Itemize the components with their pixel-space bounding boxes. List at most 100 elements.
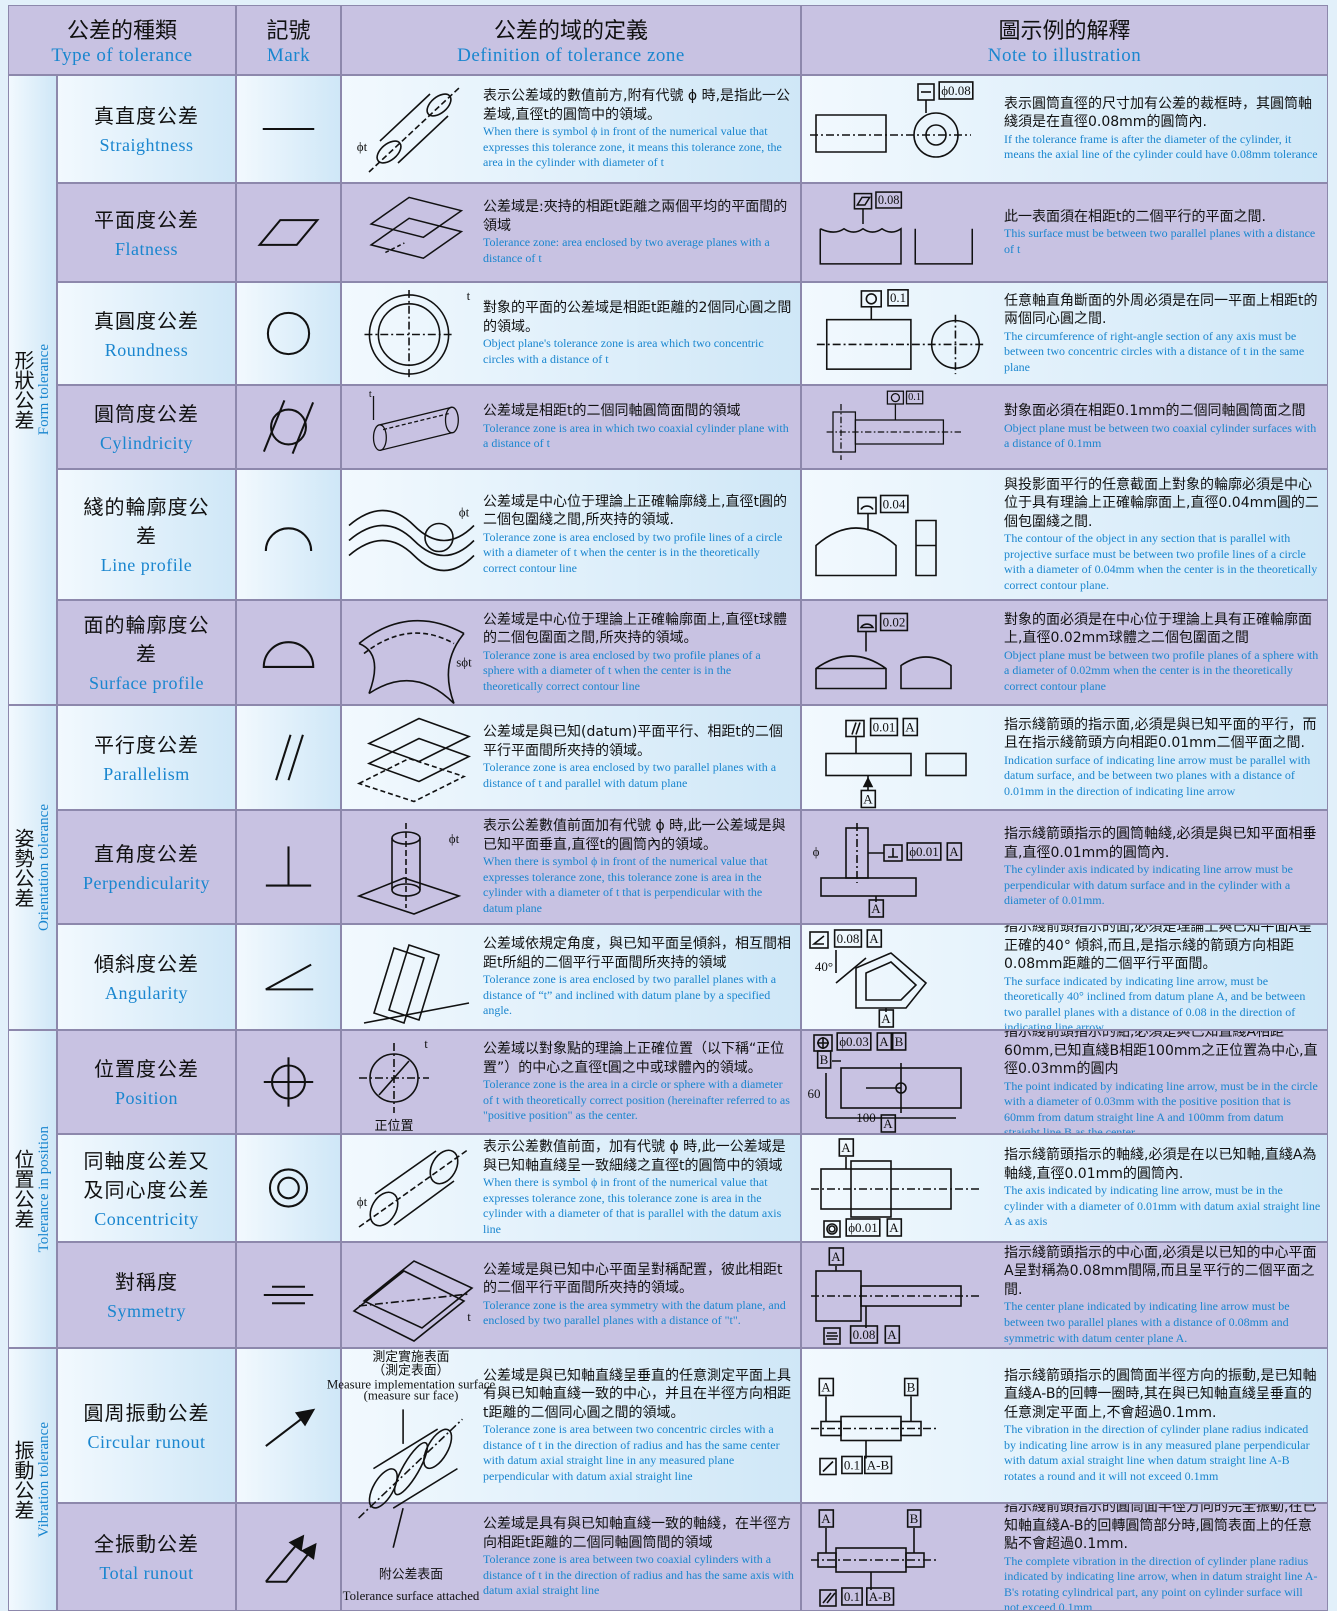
label-frame	[866, 929, 883, 948]
illustration-label: 附公差表面	[379, 1567, 443, 1581]
label-frame	[876, 1032, 893, 1051]
name-zh: 綫的輪廓度公差	[83, 495, 210, 548]
illustration-label: ϕt	[357, 1194, 368, 1209]
illustration-label: A	[871, 901, 881, 916]
illustration-label: (measure sur face)	[364, 1388, 459, 1402]
name-zh: 真直度公差	[94, 104, 199, 128]
note-cell: ϕ0.03 A B B 60 100 A 指示綫箭頭指示的點,必須是與已知直綫A相距60mm,…	[801, 1030, 1328, 1134]
name-cell: 對稱度 Symmetry	[57, 1242, 236, 1348]
label-frame	[860, 789, 877, 809]
header-cell: 記號 Mark	[236, 5, 341, 75]
note-text: 指示綫箭頭指示的面,必須是理論上與已知平面A呈正確的40° 傾斜,而且,是指示綫…	[998, 925, 1327, 1029]
group-zh: 位置公差	[11, 1149, 35, 1229]
illustration-label: Measure implementation surface	[327, 1378, 496, 1392]
header-cell: 公差的域的定義 Definition of tolerance zone	[341, 5, 801, 75]
label-frame	[818, 1377, 835, 1397]
note-cell: A 0.08 A 指示綫箭頭指示的中心面,必須是以已知的中心平面A呈對稱為0.08mm…	[801, 1242, 1328, 1348]
note-en: Object plane must be between two profile…	[1004, 647, 1319, 693]
symbol-shape	[262, 641, 315, 668]
definition-cell: sϕt 公差域是中心位于理論上正確輪廓面上,直徑t球體的二個包圍面之間,所夾持的領…	[341, 600, 801, 705]
definition-zh: 公差域是與已知軸直綫呈垂直的任意測定平面上具有與已知軸直綫一致的中心，并且在半徑…	[483, 1367, 791, 1421]
note-en: Indication surface of indicating line ar…	[1004, 752, 1311, 798]
tolerance-symbol	[257, 219, 320, 246]
note-illustration: 0.01 A A	[825, 717, 967, 809]
name-zh: 位置度公差	[94, 1057, 199, 1081]
illustration-shape	[358, 1148, 470, 1228]
mark-cell	[236, 1030, 341, 1134]
illustration-label: sϕt	[456, 654, 472, 669]
note-cell: ϕ0.08 表示圓筒直徑的尺寸加有公差的裁框時，其圓筒軸綫須是在直徑0.08mm的…	[801, 75, 1328, 183]
note-text: 指示綫箭頭指示的點,必須是與已知直綫A相距60mm,已知直綫B相距100mm之正…	[998, 1031, 1327, 1133]
illustration-label: 0.1	[908, 392, 921, 403]
tolerance-symbol	[262, 127, 315, 131]
note-text: 任意軸直角斷面的外周必須是在同一平面上相距t的兩個同心圓之間. The circu…	[998, 283, 1327, 384]
symbol-shape	[268, 1168, 309, 1208]
illustration-label: 0.02	[883, 614, 906, 629]
note-cell: A B 0.1 A-B 指示綫箭頭指示的圓筒面半徑方向的完全振動,在已知軸直綫A-B的回…	[801, 1503, 1328, 1611]
mark-cell	[236, 924, 341, 1030]
definition-en: When there is symbol ϕ in front of the n…	[483, 124, 782, 170]
note-en: Object plane must be between two coaxial…	[1004, 420, 1317, 451]
illustration-shape	[356, 717, 472, 803]
definition-zh: 表示公差數值前面加有代號 ϕ 時,此一公差域是與已知平面垂直,直徑t的圓筒內的領…	[483, 818, 786, 853]
illustration-label: ϕ0.03	[839, 1034, 869, 1049]
name-cell: 真圓度公差 Roundness	[57, 282, 236, 385]
note-text: 指示綫箭頭的指示面,必須是與已知平面的平行，而且在指示綫箭頭方向相距0.01mm…	[998, 706, 1327, 809]
label-frame	[906, 1509, 922, 1528]
definition-illustration: t 正位置	[359, 1036, 429, 1133]
name-zh: 傾斜度公差	[94, 952, 199, 976]
illustration-label: t	[467, 1309, 471, 1324]
note-cell: 0.1 任意軸直角斷面的外周必須是在同一平面上相距t的兩個同心圓之間. The ci…	[801, 282, 1328, 385]
name-zh: 真圓度公差	[94, 308, 199, 333]
note-text: 指示綫箭頭指示的中心面,必須是以已知的中心平面A呈對稱為0.08mm間隔,而且呈…	[998, 1243, 1327, 1347]
name-cell: 全振動公差 Total runout	[57, 1503, 236, 1611]
label-frame	[886, 1218, 903, 1237]
tolerance-symbol	[264, 527, 313, 552]
name-en: Concentricity	[94, 1208, 199, 1229]
group-zh: 姿勢公差	[11, 827, 35, 908]
note-en: The cylinder axis indicated by indicatin…	[1004, 862, 1293, 908]
note-cell: 0.08 A 40° A 指示綫箭頭指示的面,必須是理論上與已知平面A呈正確的40° 傾…	[801, 924, 1328, 1030]
name-cell: 真直度公差 Straightness	[57, 75, 236, 183]
name-en: Roundness	[104, 339, 189, 360]
note-illustration: ϕ ϕ0.01 A A	[813, 823, 963, 918]
definition-en: Tolerance zone is area between two coaxi…	[483, 1552, 794, 1598]
name-zh: 平行度公差	[94, 732, 199, 757]
tolerance-symbol	[262, 641, 315, 668]
label-frame	[828, 1247, 845, 1266]
note-text: 指示綫箭頭指示的圓筒面半徑方向的完全振動,在已知軸直綫A-B的回轉圓筒部分時,圓…	[998, 1504, 1327, 1610]
definition-zh: 公差域是相距t的二個同軸圓筒面間的領域	[483, 403, 741, 420]
note-illustration: 0.08	[819, 191, 974, 265]
note-en: If the tolerance frame is after the diam…	[1004, 131, 1318, 162]
illustration-label: 0.1	[844, 1589, 860, 1604]
illustration-shape	[359, 1043, 429, 1113]
name-cell: 圓周振動公差 Circular runout	[57, 1348, 236, 1503]
header-en: Mark	[266, 45, 311, 66]
illustration-label: B	[910, 1511, 919, 1526]
definition-cell: 公差域是:夾持的相距t距離之兩個平均的平面間的領域 Tolerance zone:…	[341, 183, 801, 282]
note-cell: 0.01 A A 指示綫箭頭的指示面,必須是與已知平面的平行，而且在指示綫箭頭方向相距…	[801, 705, 1328, 810]
illustration-label: A	[863, 791, 873, 806]
definition-en: Tolerance zone is area enclosed by two p…	[483, 972, 777, 1018]
note-zh: 表示圓筒直徑的尺寸加有公差的裁框時，其圓筒軸綫須是在直徑0.08mm的圓筒內.	[1004, 95, 1312, 131]
name-en: Surface profile	[89, 673, 204, 693]
illustration-shape	[811, 1528, 936, 1607]
illustration-shape	[813, 1034, 962, 1119]
illustration-shape	[820, 823, 917, 902]
definition-zh: 公差域是具有與已知軸直綫一致的軸綫，在半徑方向相距t距離的二個同軸圓筒間的領域	[483, 1516, 791, 1551]
illustration-shape	[810, 83, 971, 158]
illustration-label: 正位置	[374, 1118, 413, 1133]
symbol-shape	[264, 527, 313, 552]
label-frame	[845, 1218, 881, 1237]
note-zh: 此一表面須在相距t的二個平行的平面之間.	[1004, 208, 1266, 225]
note-cell: ϕ ϕ0.01 A A 指示綫箭頭指示的圓筒軸綫,必須是與已知平面相垂直,直徑0.01m…	[801, 810, 1328, 924]
header-en: Note to illustration	[987, 45, 1142, 66]
label-frame	[891, 1032, 907, 1051]
definition-zh: 公差域是中心位于理論上正確輪廓面上,直徑t球體的二個包圍面之間,所夾持的領域。	[483, 611, 787, 647]
illustration-label: B	[820, 1052, 829, 1067]
label-frame	[849, 1325, 879, 1344]
label-frame	[902, 717, 919, 737]
definition-cell: 公差域是具有與已知軸直綫一致的軸綫，在半徑方向相距t距離的二個同軸圓筒間的領域 T…	[341, 1503, 801, 1611]
